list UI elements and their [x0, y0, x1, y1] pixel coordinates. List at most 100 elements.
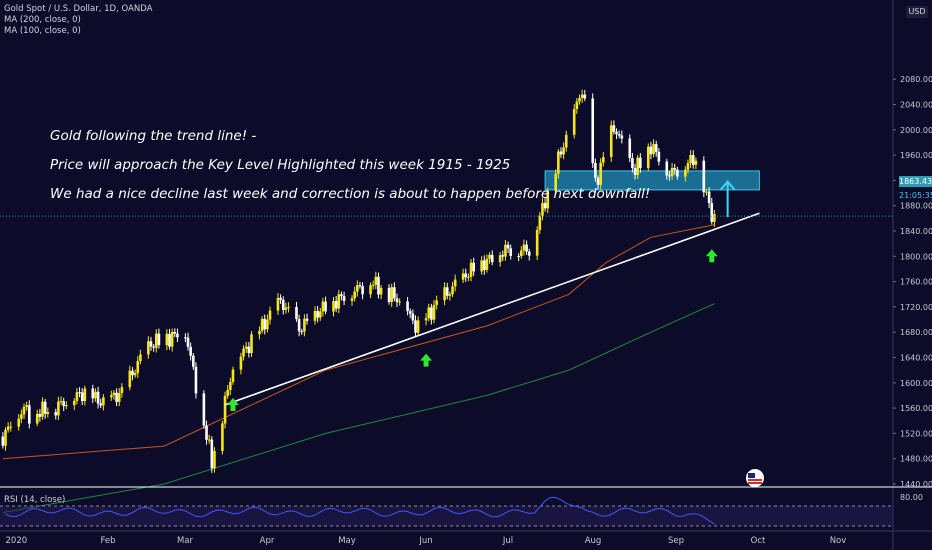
time-tick-label: Mar [177, 536, 194, 546]
candle [1, 436, 5, 446]
candle [120, 387, 124, 394]
candle [35, 413, 39, 424]
time-tick-label: Oct [751, 536, 766, 546]
price-tick-label: 1520.00 [900, 429, 932, 438]
candle [154, 333, 158, 348]
candle [128, 370, 132, 388]
candle [43, 401, 47, 414]
candle [57, 401, 60, 416]
countdown-tag: 21:05:35 [899, 190, 932, 201]
candle [612, 125, 616, 132]
ma200-legend[interactable]: MA (200, close, 0) [4, 15, 81, 25]
candle [54, 412, 58, 416]
candle [522, 244, 526, 251]
candle [543, 202, 547, 209]
candle [668, 175, 671, 177]
candle [313, 310, 317, 321]
candle [490, 254, 494, 263]
candle [398, 301, 401, 303]
candle [157, 333, 161, 346]
candle [20, 414, 23, 419]
candle [91, 388, 95, 399]
currency-badge[interactable]: USD [906, 6, 928, 18]
candle [41, 401, 44, 417]
candle [594, 163, 597, 178]
candle [461, 273, 465, 280]
candle [485, 258, 489, 270]
candle [131, 370, 134, 376]
candle [75, 392, 79, 401]
trend-line [224, 212, 760, 406]
candle [147, 341, 150, 355]
candle [244, 346, 248, 349]
candle [602, 157, 605, 163]
price-tick-label: 1720.00 [900, 303, 932, 312]
price-tick-label: 1960.00 [900, 151, 932, 160]
annotation-line-1: Gold following the trend line! - [50, 128, 257, 144]
candle [673, 167, 677, 170]
rsi-line [5, 496, 715, 525]
price-tick-label: 1840.00 [900, 227, 932, 236]
candle [554, 173, 557, 191]
candle [186, 337, 190, 347]
candle [321, 301, 325, 312]
candle [353, 291, 356, 299]
candle [509, 248, 513, 257]
candle [176, 333, 179, 338]
time-tick-label: Sep [668, 536, 684, 546]
candle [229, 381, 232, 390]
candle [46, 412, 50, 414]
candle [676, 169, 679, 177]
candle [575, 101, 579, 110]
candle [633, 168, 637, 175]
price-tick-label: 1440.00 [900, 480, 932, 489]
candle [694, 160, 698, 165]
candle [390, 287, 393, 302]
candle [316, 310, 319, 318]
rsi-level-label: 80.00 [900, 493, 923, 502]
ma100-legend[interactable]: MA (100, close, 0) [4, 26, 81, 36]
candle [281, 299, 285, 310]
candle [102, 397, 105, 406]
up-arrow-icon [705, 249, 718, 263]
candle [686, 163, 690, 170]
candle [28, 405, 31, 424]
candle [9, 426, 13, 428]
candle [72, 400, 76, 406]
price-tick-label: 1760.00 [900, 278, 932, 287]
candle [110, 395, 113, 398]
candle [684, 169, 687, 177]
candle [467, 276, 470, 278]
candle [250, 334, 253, 354]
ma200-line [2, 303, 715, 513]
price-tick-label: 1680.00 [900, 328, 932, 337]
candle [266, 319, 269, 330]
time-tick-label: Apr [260, 536, 275, 546]
candle [559, 151, 563, 155]
candle [504, 244, 507, 257]
candle [654, 144, 658, 152]
candle [231, 369, 235, 382]
time-tick-label: Jun [418, 536, 432, 546]
up-arrow-icon [420, 353, 433, 367]
candle [480, 260, 483, 272]
candle [501, 255, 505, 257]
candle [562, 147, 565, 155]
rsi-legend[interactable]: RSI (14, close) [4, 495, 66, 505]
candle [96, 391, 100, 404]
candle [361, 286, 364, 295]
candle [445, 287, 449, 296]
symbol-title: Gold Spot / U.S. Dollar, 1D, OANDA [4, 4, 153, 14]
candle [691, 155, 695, 165]
candle [620, 135, 624, 139]
candles-group [1, 89, 716, 473]
annotation-line-3: We had a nice decline last week and corr… [50, 186, 651, 202]
candle [527, 251, 531, 256]
time-tick-label: Feb [100, 536, 115, 546]
candle [297, 319, 301, 332]
candle [38, 413, 42, 417]
candle [379, 287, 383, 295]
candle [538, 215, 542, 230]
candle [578, 97, 581, 102]
